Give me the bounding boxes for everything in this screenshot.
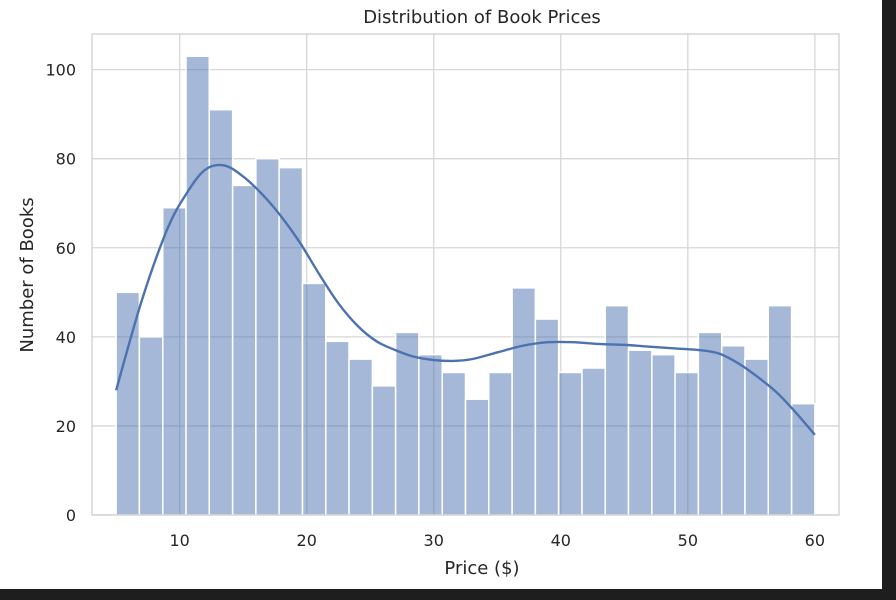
kde-curve-group [114,163,816,436]
histogram-bar [464,398,490,516]
histogram-bar [348,358,374,516]
histogram-bar [418,353,444,516]
x-tick-label: 30 [424,531,444,550]
histogram-bar [627,349,653,516]
y-tick-label: 100 [45,61,76,80]
histogram-bar [138,336,164,516]
plot-frame [91,33,840,516]
histogram-bar [767,304,793,516]
chart-title: Distribution of Book Prices [363,7,601,28]
y-tick-label: 40 [56,328,76,347]
y-tick-label: 80 [56,150,76,169]
histogram-bar [255,157,280,516]
histogram-bar [487,371,513,516]
y-tick-label: 0 [66,506,76,525]
x-tick-label: 10 [169,531,189,550]
histogram-bar [115,291,141,516]
histogram-bar [511,287,537,516]
histogram-bar [557,371,583,516]
histogram-bar [162,206,187,516]
x-tick-label: 50 [678,531,698,550]
histogram-bar [651,353,676,516]
histogram-chart: 10 20 30 40 50 60 0 20 40 60 80 100 Distribution o… [17,7,840,579]
x-axis-label: Price ($) [444,558,519,579]
chart-figure: 10 20 30 40 50 60 0 20 40 60 80 100 Distribution o… [0,0,882,589]
y-axis-label: Number of Books [17,197,38,352]
histogram-bar [394,331,420,516]
histogram-bar [581,367,606,516]
histogram-bar [231,184,257,516]
histogram-bar [185,55,211,516]
histogram-bar [371,385,397,516]
histogram-bar [697,331,723,516]
kde-curve [114,163,816,436]
histogram-bar [604,304,630,516]
x-tick-label: 40 [551,531,571,550]
histogram-bar [325,340,350,516]
histogram-bar [441,371,467,516]
y-axis-ticks: 0 20 40 60 80 100 [45,61,76,525]
histogram-bar [208,108,234,516]
histogram-bar [301,282,327,516]
x-tick-label: 60 [805,531,825,550]
x-tick-label: 20 [297,531,317,550]
histogram-bar [674,371,700,516]
x-axis-ticks: 10 20 30 40 50 60 [169,531,825,550]
y-tick-label: 20 [56,417,76,436]
histogram-bar [534,318,560,516]
histogram-bar [720,345,746,516]
y-tick-label: 60 [56,239,76,258]
histogram-bars [115,55,816,516]
